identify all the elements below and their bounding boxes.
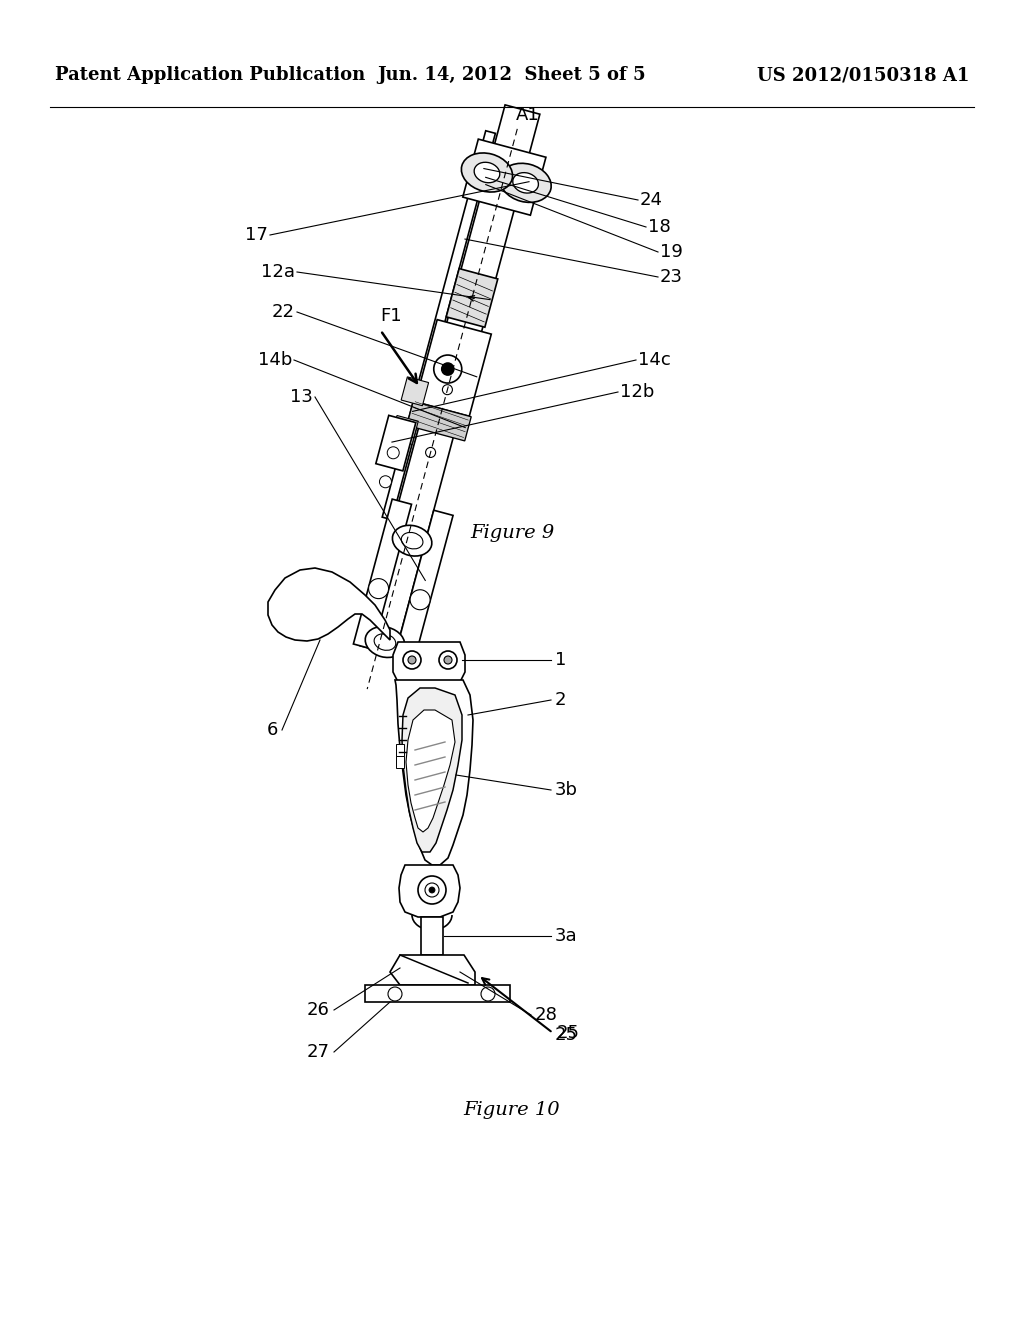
Circle shape	[388, 987, 402, 1001]
Text: 2: 2	[555, 690, 566, 709]
Circle shape	[387, 446, 399, 459]
Text: US 2012/0150318 A1: US 2012/0150318 A1	[757, 66, 969, 84]
Polygon shape	[353, 499, 412, 649]
Polygon shape	[395, 511, 453, 660]
Text: Figure 9: Figure 9	[470, 524, 554, 543]
Text: 12b: 12b	[620, 383, 654, 401]
Polygon shape	[382, 131, 496, 520]
Polygon shape	[360, 104, 540, 655]
Text: 19: 19	[660, 243, 683, 261]
Text: 25: 25	[557, 1024, 580, 1041]
Text: 3b: 3b	[555, 781, 578, 799]
Circle shape	[434, 355, 462, 383]
Circle shape	[442, 384, 453, 395]
Circle shape	[439, 651, 457, 669]
Polygon shape	[463, 139, 546, 215]
Text: 24: 24	[640, 191, 663, 209]
Text: 1: 1	[555, 651, 566, 669]
Polygon shape	[393, 642, 465, 682]
Polygon shape	[390, 954, 475, 985]
Polygon shape	[396, 756, 404, 768]
Polygon shape	[395, 680, 473, 865]
Circle shape	[369, 578, 388, 599]
Polygon shape	[421, 917, 443, 954]
Polygon shape	[376, 416, 416, 471]
Ellipse shape	[374, 634, 395, 651]
Polygon shape	[446, 268, 498, 327]
Polygon shape	[407, 401, 471, 441]
Text: 25: 25	[555, 1026, 578, 1044]
Text: 22: 22	[272, 304, 295, 321]
Text: 3a: 3a	[555, 927, 578, 945]
Text: 13: 13	[290, 388, 313, 407]
Ellipse shape	[474, 162, 500, 182]
Circle shape	[380, 475, 391, 488]
Polygon shape	[365, 985, 510, 1002]
Circle shape	[429, 887, 435, 894]
Ellipse shape	[462, 153, 513, 191]
Circle shape	[408, 656, 416, 664]
Ellipse shape	[513, 173, 539, 193]
Ellipse shape	[366, 627, 404, 657]
Text: A1: A1	[516, 107, 540, 124]
Circle shape	[481, 987, 495, 1001]
Text: 6: 6	[266, 721, 278, 739]
Text: Patent Application Publication: Patent Application Publication	[55, 66, 366, 84]
Ellipse shape	[392, 525, 432, 556]
Polygon shape	[402, 688, 462, 851]
Text: 28: 28	[535, 1006, 558, 1024]
Polygon shape	[268, 568, 390, 642]
Circle shape	[418, 876, 446, 904]
Circle shape	[444, 656, 452, 664]
Polygon shape	[396, 744, 404, 756]
Circle shape	[425, 883, 439, 898]
Text: 12a: 12a	[261, 263, 295, 281]
Text: Jun. 14, 2012  Sheet 5 of 5: Jun. 14, 2012 Sheet 5 of 5	[378, 66, 646, 84]
Circle shape	[441, 363, 454, 375]
Text: 26: 26	[307, 1001, 330, 1019]
Text: F1: F1	[380, 306, 401, 325]
Ellipse shape	[500, 164, 551, 202]
Text: 14c: 14c	[638, 351, 671, 370]
Text: 14b: 14b	[258, 351, 292, 370]
Polygon shape	[401, 376, 429, 405]
Polygon shape	[399, 865, 460, 917]
Ellipse shape	[401, 532, 423, 549]
Text: 27: 27	[307, 1043, 330, 1061]
Text: Figure 10: Figure 10	[464, 1101, 560, 1119]
Polygon shape	[391, 416, 418, 445]
Polygon shape	[415, 319, 492, 416]
Circle shape	[426, 447, 435, 458]
Circle shape	[403, 651, 421, 669]
Text: 17: 17	[245, 226, 268, 244]
Text: 23: 23	[660, 268, 683, 286]
Polygon shape	[406, 710, 455, 832]
Circle shape	[410, 590, 430, 610]
Text: 18: 18	[648, 218, 671, 236]
